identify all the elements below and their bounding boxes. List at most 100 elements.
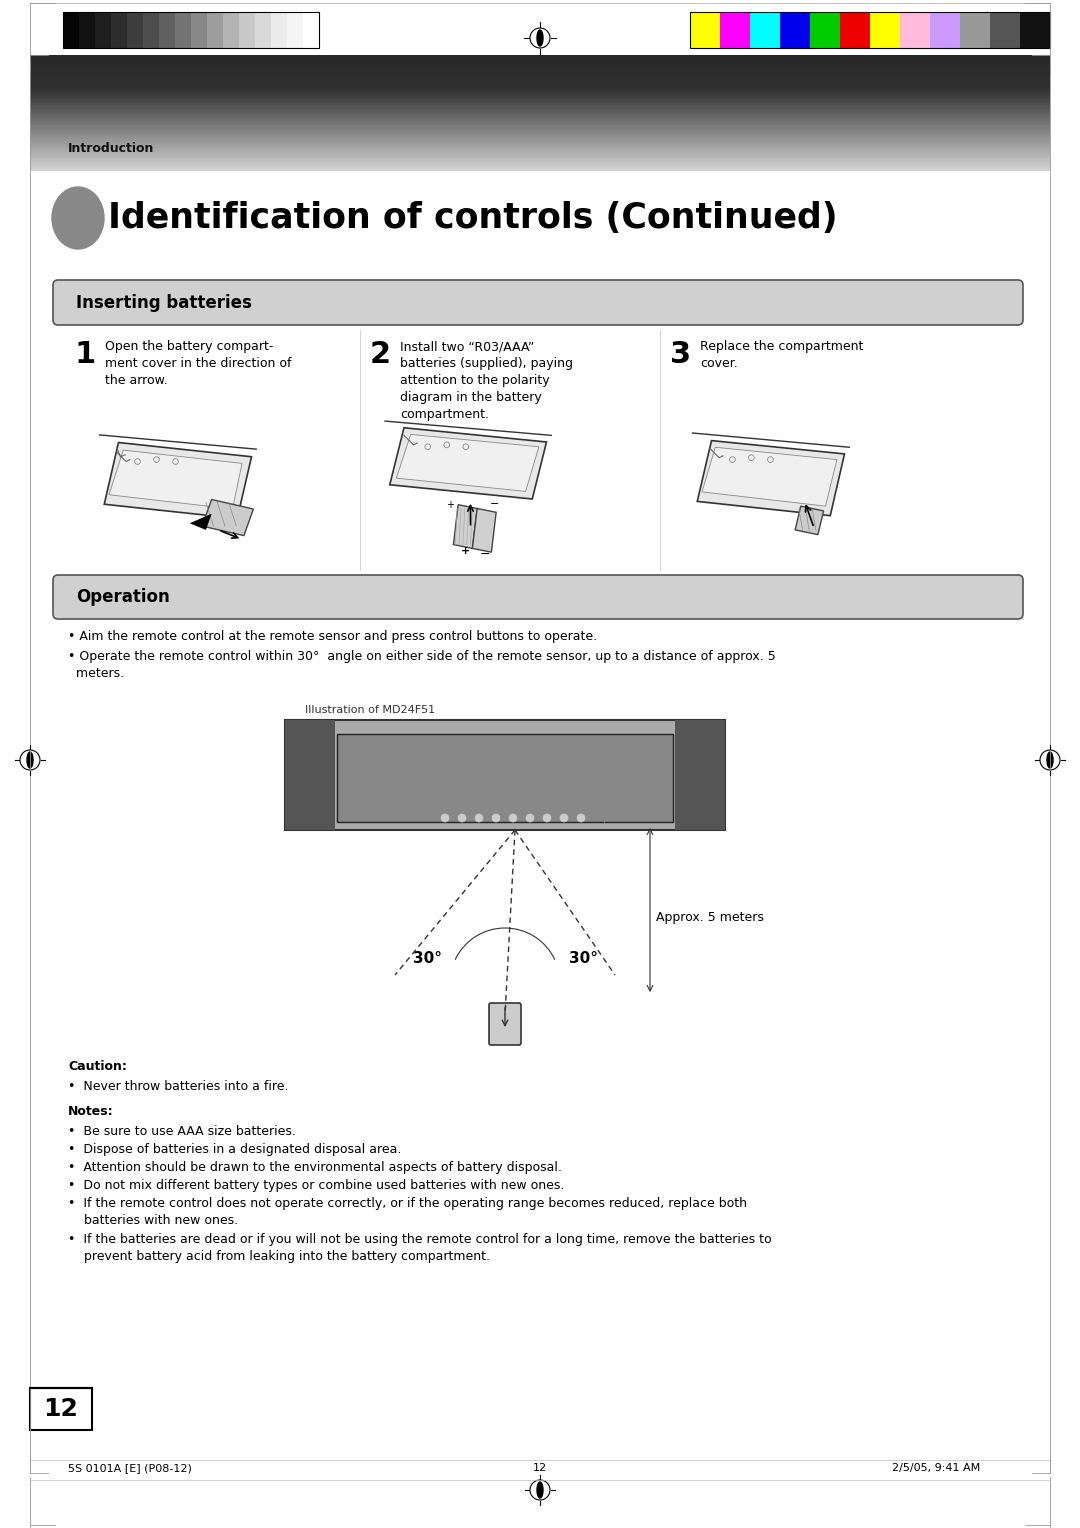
Text: 3: 3 — [670, 341, 691, 368]
Bar — [30, 163, 1050, 165]
Bar — [30, 64, 1050, 67]
Bar — [30, 73, 1050, 75]
Bar — [30, 134, 1050, 138]
Bar — [30, 138, 1050, 141]
Text: Identification of controls (Continued): Identification of controls (Continued) — [108, 202, 838, 235]
Bar — [30, 72, 1050, 73]
Ellipse shape — [537, 31, 543, 46]
Bar — [30, 99, 1050, 101]
Bar — [30, 113, 1050, 116]
Polygon shape — [795, 506, 824, 535]
Bar — [810, 12, 840, 47]
Text: Install two “R03/AAA”
batteries (supplied), paying
attention to the polarity
dia: Install two “R03/AAA” batteries (supplie… — [400, 341, 573, 422]
Text: •  Attention should be drawn to the environmental aspects of battery disposal.: • Attention should be drawn to the envir… — [68, 1161, 562, 1174]
Bar — [30, 67, 1050, 69]
Bar — [30, 70, 1050, 72]
Text: • Aim the remote control at the remote sensor and press control buttons to opera: • Aim the remote control at the remote s… — [68, 630, 597, 643]
Bar — [30, 102, 1050, 104]
Bar — [30, 105, 1050, 107]
Bar — [30, 61, 1050, 64]
Text: Open the battery compart-
ment cover in the direction of
the arrow.: Open the battery compart- ment cover in … — [105, 341, 292, 387]
Bar — [840, 12, 870, 47]
Bar — [30, 121, 1050, 122]
Bar — [30, 145, 1050, 147]
Circle shape — [509, 814, 517, 822]
Text: Illustration of MD24F51: Illustration of MD24F51 — [305, 704, 435, 715]
Text: •  If the remote control does not operate correctly, or if the operating range b: • If the remote control does not operate… — [68, 1196, 747, 1227]
Bar — [30, 165, 1050, 167]
Bar — [30, 160, 1050, 163]
Bar — [780, 12, 810, 47]
Circle shape — [441, 814, 449, 822]
Ellipse shape — [27, 752, 33, 769]
Bar — [30, 90, 1050, 92]
Bar — [285, 720, 335, 830]
Bar — [287, 12, 303, 47]
Bar — [30, 115, 1050, 116]
Bar — [30, 1387, 92, 1430]
Circle shape — [577, 814, 585, 822]
Bar — [285, 720, 725, 830]
Bar — [30, 75, 1050, 76]
Bar — [30, 57, 1050, 58]
Bar — [720, 12, 750, 47]
Text: Caution:: Caution: — [68, 1060, 126, 1073]
Bar — [30, 92, 1050, 93]
Bar — [303, 12, 319, 47]
Text: Operation: Operation — [76, 588, 170, 607]
FancyBboxPatch shape — [489, 1002, 521, 1045]
Bar — [1020, 12, 1050, 47]
Text: −: − — [489, 498, 499, 509]
Bar — [30, 122, 1050, 124]
Polygon shape — [698, 440, 845, 515]
Text: Notes:: Notes: — [68, 1105, 113, 1118]
Bar — [30, 147, 1050, 148]
Bar — [30, 66, 1050, 67]
Bar — [30, 119, 1050, 121]
Bar — [30, 141, 1050, 142]
Text: 2: 2 — [370, 341, 391, 368]
Bar — [30, 58, 1050, 61]
Bar — [30, 108, 1050, 112]
Ellipse shape — [65, 203, 91, 234]
Text: • Operate the remote control within 30°  angle on either side of the remote sens: • Operate the remote control within 30° … — [68, 649, 775, 680]
Bar — [690, 12, 720, 47]
Bar — [127, 12, 143, 47]
Polygon shape — [472, 509, 496, 552]
Text: Introduction: Introduction — [68, 142, 154, 154]
Bar — [30, 131, 1050, 133]
Bar — [30, 136, 1050, 139]
Text: •  Dispose of batteries in a designated disposal area.: • Dispose of batteries in a designated d… — [68, 1143, 402, 1157]
Bar — [30, 87, 1050, 90]
Text: +: + — [446, 501, 454, 510]
Bar — [30, 78, 1050, 79]
Bar — [30, 86, 1050, 89]
Circle shape — [543, 814, 551, 822]
Bar — [30, 124, 1050, 125]
Bar — [30, 128, 1050, 130]
Text: 5S 0101A [E] (P08-12): 5S 0101A [E] (P08-12) — [68, 1462, 192, 1473]
Bar — [63, 12, 79, 47]
Bar — [30, 133, 1050, 136]
Bar — [255, 12, 271, 47]
Bar — [30, 159, 1050, 162]
Text: −: − — [480, 549, 490, 561]
Ellipse shape — [59, 196, 96, 240]
Circle shape — [526, 814, 534, 822]
Bar — [900, 12, 930, 47]
Bar — [30, 168, 1050, 170]
Text: 12: 12 — [43, 1397, 79, 1421]
Bar — [30, 116, 1050, 118]
Circle shape — [475, 814, 483, 822]
Text: •  If the batteries are dead or if you will not be using the remote control for : • If the batteries are dead or if you wi… — [68, 1233, 771, 1264]
Bar — [30, 55, 1050, 57]
Bar — [207, 12, 222, 47]
Text: 2/5/05, 9:41 AM: 2/5/05, 9:41 AM — [892, 1462, 980, 1473]
Bar — [30, 130, 1050, 131]
Text: |: | — [603, 813, 606, 824]
Text: 1: 1 — [75, 341, 96, 368]
Bar — [111, 12, 127, 47]
Polygon shape — [109, 451, 242, 509]
Bar — [30, 112, 1050, 115]
Bar — [239, 12, 255, 47]
